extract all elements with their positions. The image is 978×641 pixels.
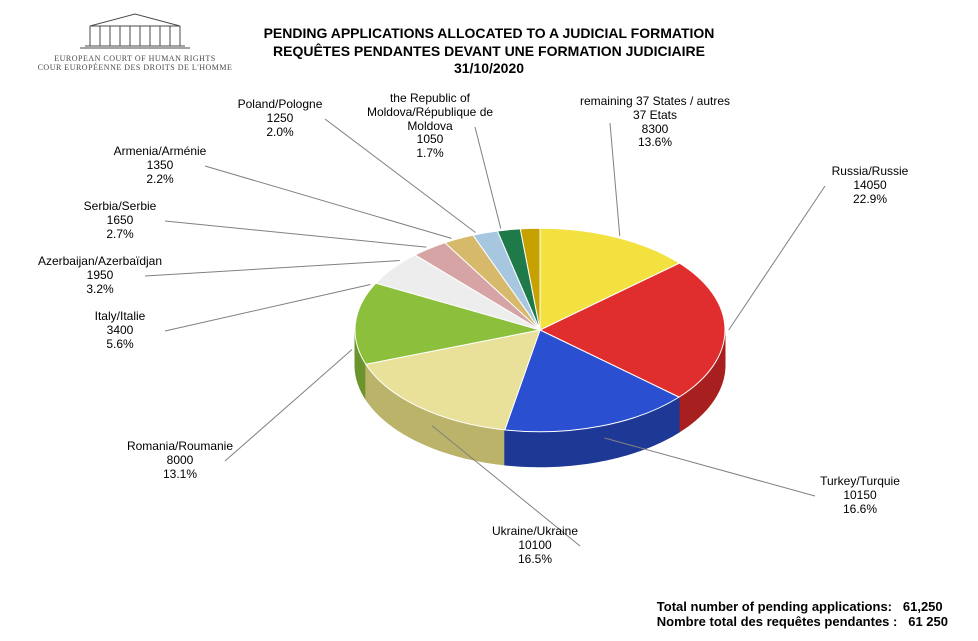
slice-label: Turkey/Turquie1015016.6%: [780, 475, 940, 516]
slice-label: remaining 37 States / autres37 Etats8300…: [575, 95, 735, 150]
leader-line: [729, 186, 825, 330]
leader-line: [165, 221, 426, 247]
leader-line: [205, 166, 451, 238]
pie-chart: remaining 37 States / autres37 Etats8300…: [0, 0, 978, 641]
footer-line1: Total number of pending applications: 61…: [657, 599, 948, 614]
slice-label: Romania/Roumanie800013.1%: [100, 440, 260, 481]
slice-label: Azerbaijan/Azerbaïdjan19503.2%: [20, 255, 180, 296]
slice-label: Serbia/Serbie16502.7%: [40, 200, 200, 241]
slice-label: Ukraine/Ukraine1010016.5%: [455, 525, 615, 566]
leader-line: [145, 261, 400, 276]
slice-label: Armenia/Arménie13502.2%: [80, 145, 240, 186]
footer-line2: Nombre total des requêtes pendantes : 61…: [657, 614, 948, 629]
slice-label: Italy/Italie34005.6%: [40, 310, 200, 351]
footer-totals: Total number of pending applications: 61…: [657, 599, 948, 629]
slice-label: Poland/Pologne12502.0%: [200, 98, 360, 139]
slice-label: the Republic ofMoldova/République deMold…: [350, 92, 510, 161]
slice-label: Russia/Russie1405022.9%: [790, 165, 950, 206]
